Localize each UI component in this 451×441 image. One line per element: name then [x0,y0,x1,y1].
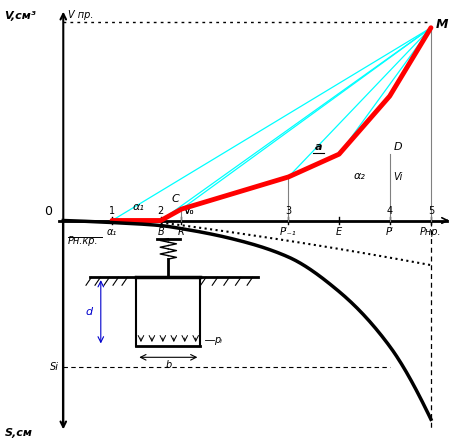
Text: C: C [171,194,179,205]
Text: E: E [335,227,341,237]
Text: D: D [393,142,402,152]
Text: Pᴵ: Pᴵ [385,227,393,237]
Text: 3: 3 [285,206,291,216]
Text: V₀: V₀ [183,206,194,216]
Text: Pᴵ₋₁: Pᴵ₋₁ [280,227,296,237]
Text: Vi: Vi [392,172,402,182]
Text: d: d [86,307,93,317]
Text: Pнр.: Pнр. [419,227,441,237]
Text: M: M [434,18,447,31]
Text: R: R [178,227,184,237]
Text: α₂: α₂ [353,171,365,181]
Text: 1: 1 [109,206,115,216]
Text: α₁: α₁ [107,227,117,237]
Text: Si: Si [50,362,59,372]
Text: B: B [157,227,164,237]
Text: b: b [165,359,171,370]
Text: 4: 4 [386,206,392,216]
Text: 2: 2 [157,206,164,216]
Text: 0: 0 [44,206,52,218]
Text: α₁: α₁ [132,202,144,212]
Text: a: a [314,142,322,152]
Text: V,см³: V,см³ [5,11,36,21]
Text: V пр.: V пр. [68,10,93,20]
Text: 5: 5 [427,206,433,216]
Text: Pн.кр.: Pн.кр. [68,236,98,246]
Text: pᵢ: pᵢ [213,335,221,345]
Text: S,см: S,см [5,428,32,438]
Text: V₀: V₀ [183,206,194,216]
